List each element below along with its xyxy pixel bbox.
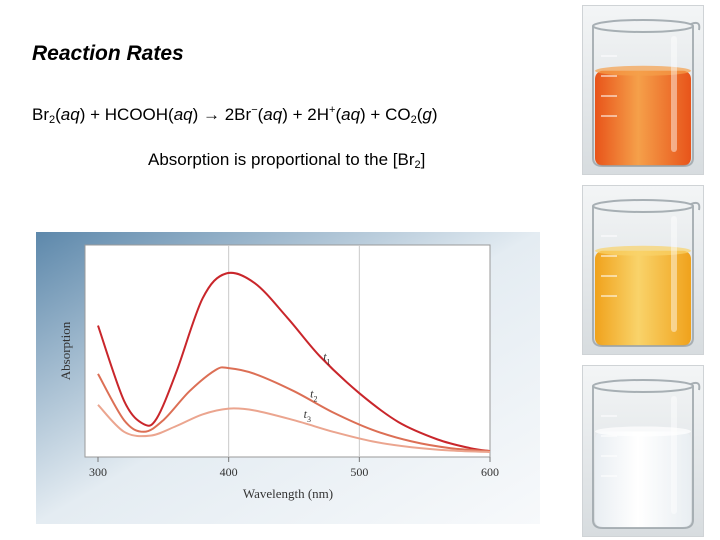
equation-h-state: aq: [341, 105, 361, 124]
series-line-t1: [97, 271, 491, 453]
series-label-t2: t2: [310, 386, 317, 403]
series-line-t2: [97, 366, 491, 453]
equation-h: ) + 2H: [282, 105, 329, 124]
note-text: Absorption is proportional to the [Br: [148, 150, 415, 169]
equation-br2-state: aq: [60, 105, 80, 124]
beaker-1-image: [583, 6, 703, 174]
beaker-photo-3: [582, 365, 704, 537]
beaker-rim: [592, 199, 694, 213]
series-label-t1: t1: [323, 350, 330, 367]
y-axis-label: Absorption: [58, 321, 73, 380]
x-tick-label: 400: [220, 465, 238, 479]
beaker-rim: [592, 19, 694, 33]
beaker-liquid: [595, 431, 691, 528]
plot-area: [84, 244, 491, 458]
beaker-glass: [592, 386, 694, 529]
beaker-photo-2: [582, 185, 704, 355]
absorption-note: Absorption is proportional to the [Br2]: [148, 150, 425, 171]
beaker-spout: [690, 381, 701, 391]
reaction-equation: Br2(aq) + HCOOH(aq) → 2Br−(aq) + 2H+(aq)…: [32, 104, 438, 126]
glass-highlight: [671, 396, 677, 514]
equation-br2-subscript: 2: [49, 114, 56, 126]
beaker-liquid: [595, 250, 691, 346]
equation-paren: (: [416, 105, 423, 124]
equation-h-plus: +: [329, 104, 336, 116]
equation-br-state: aq: [263, 105, 283, 124]
equation-br-minus: −: [251, 104, 258, 116]
x-tick-label: 500: [350, 465, 368, 479]
note-end: ]: [420, 150, 426, 169]
glass-highlight: [671, 36, 677, 152]
slide-title: Reaction Rates: [32, 42, 184, 65]
equation-br2: Br: [32, 105, 49, 124]
beaker-liquid: [595, 70, 691, 166]
equation-co2-subscript: 2: [410, 114, 417, 126]
beaker-glass: [592, 206, 694, 347]
note-subscript: 2: [414, 159, 421, 171]
equation-hcooh-state: aq: [173, 105, 193, 124]
liquid-surface: [595, 245, 691, 256]
series-label-t3: t3: [304, 407, 311, 424]
series-line-t3: [97, 404, 491, 453]
x-tick-labels: 300 400 500 600: [89, 457, 499, 479]
equation-paren: (: [335, 105, 342, 124]
equation-hcooh: + HCOOH(: [85, 105, 174, 124]
x-axis-label: Wavelength (nm): [243, 486, 333, 501]
liquid-surface: [595, 65, 691, 76]
liquid-surface: [595, 426, 691, 437]
beaker-photo-1: [582, 5, 704, 175]
absorption-chart-svg: 300 400 500 600 t1 t2 t3 Wavelength (nm) Abso…: [36, 232, 540, 524]
beaker-2-image: [583, 186, 703, 354]
equation-paren: (: [257, 105, 264, 124]
equation-arrow-br: ) → 2Br: [192, 105, 252, 124]
beaker-spout: [690, 21, 701, 31]
equation-co2: ) + CO: [360, 105, 411, 124]
beaker-spout: [690, 201, 701, 211]
beaker-glass: [592, 26, 694, 167]
absorption-chart: 300 400 500 600 t1 t2 t3 Wavelength (nm) Abso…: [36, 232, 540, 524]
series-lines: [97, 271, 491, 453]
grid-lines: [228, 245, 360, 457]
beaker-3-image: [583, 366, 703, 536]
glass-highlight: [671, 216, 677, 332]
equation-paren: ): [431, 105, 438, 124]
x-tick-label: 600: [481, 465, 499, 479]
beaker-rim: [592, 379, 694, 393]
x-tick-label: 300: [89, 465, 107, 479]
equation-co2-state: g: [422, 105, 432, 124]
series-labels: t1 t2 t3: [304, 350, 331, 424]
